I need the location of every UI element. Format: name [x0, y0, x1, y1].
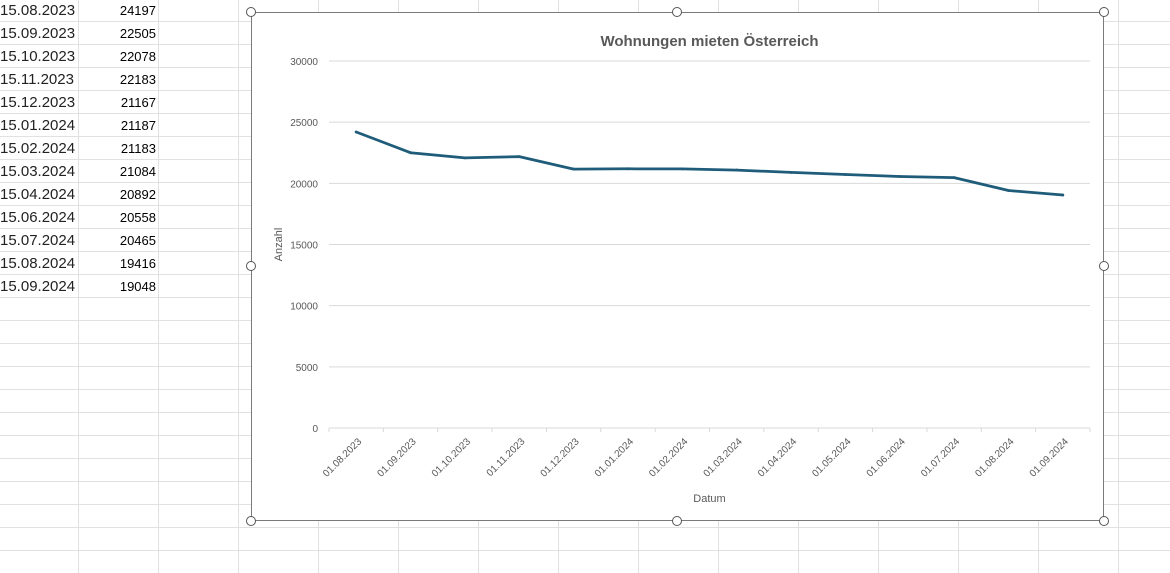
chart-title: Wohnungen mieten Österreich [600, 33, 818, 50]
cell-date[interactable]: 15.04.2024 [0, 186, 76, 203]
resize-handle-top-center[interactable] [672, 7, 682, 17]
x-tick-label: 01.03.2024 [702, 436, 745, 479]
cell-date[interactable]: 15.12.2023 [0, 94, 76, 111]
cell-value[interactable]: 21183 [120, 141, 156, 156]
x-tick-label: 01.04.2024 [756, 436, 799, 479]
data-point [572, 167, 576, 171]
data-point [898, 175, 902, 178]
resize-handle-middle-left[interactable] [246, 261, 256, 271]
data-point [517, 155, 521, 159]
resize-handle-middle-right[interactable] [1099, 261, 1109, 271]
data-point [1007, 189, 1010, 192]
y-tick-label: 15000 [290, 241, 318, 252]
cell-value[interactable]: 21187 [120, 118, 156, 133]
cell-date[interactable]: 15.08.2024 [0, 255, 76, 272]
resize-handle-bottom-right[interactable] [1099, 516, 1109, 526]
cell-value[interactable]: 24197 [119, 3, 156, 18]
cell-date[interactable]: 15.01.2024 [0, 117, 76, 134]
chart-object[interactable]: Wohnungen mieten Österreich 0 5000 10000 150… [251, 12, 1104, 521]
x-tick-label: 01.02.2024 [647, 436, 690, 479]
cell-value[interactable]: 20558 [119, 210, 156, 225]
x-tick-label: 01.10.2023 [430, 436, 473, 479]
cell-value[interactable]: 19416 [119, 256, 156, 271]
x-tick-label: 01.09.2023 [375, 436, 418, 479]
cell-value[interactable]: 21084 [119, 164, 156, 179]
cell-date[interactable]: 15.08.2023 [0, 2, 76, 19]
y-tick-label: 30000 [290, 57, 318, 68]
data-point [789, 171, 793, 174]
y-tick-label: 25000 [290, 118, 318, 129]
cell-value[interactable]: 22505 [119, 26, 156, 41]
y-tick-label: 5000 [296, 363, 319, 374]
cell-value[interactable]: 22183 [119, 72, 156, 87]
data-point [843, 173, 847, 176]
series-line [354, 130, 1065, 197]
y-tick-label: 20000 [290, 179, 318, 190]
cell-value[interactable]: 21167 [120, 95, 156, 110]
cell-value[interactable]: 20465 [119, 233, 156, 248]
y-tick-label: 0 [312, 424, 318, 435]
x-tick-label: 01.01.2024 [593, 436, 636, 479]
data-point [354, 130, 358, 134]
data-point [626, 167, 630, 171]
x-tick-label: 01.11.2023 [485, 436, 528, 479]
y-axis-label: Anzahl [273, 228, 285, 262]
x-tick-label: 01.08.2023 [321, 436, 364, 479]
x-tick-label: 01.07.2024 [919, 436, 962, 479]
x-tick-label: 01.12.2023 [539, 436, 582, 479]
cell-date[interactable]: 15.09.2024 [0, 278, 76, 295]
cell-date[interactable]: 15.10.2023 [0, 48, 76, 65]
resize-handle-top-left[interactable] [246, 7, 256, 17]
data-point [952, 176, 956, 180]
data-point [409, 151, 412, 155]
cell-date[interactable]: 15.09.2023 [0, 25, 76, 42]
resize-handle-top-right[interactable] [1099, 7, 1109, 17]
x-tick-label: 01.05.2024 [810, 436, 853, 479]
data-point [680, 167, 684, 171]
data-point [1061, 193, 1065, 197]
x-tick-label: 01.06.2024 [865, 436, 908, 479]
resize-handle-bottom-left[interactable] [246, 516, 256, 526]
cell-date[interactable]: 15.07.2024 [0, 232, 76, 249]
cell-date[interactable]: 15.03.2024 [0, 163, 76, 180]
cell-value[interactable]: 19048 [119, 279, 156, 294]
data-point [463, 156, 467, 160]
cell-value[interactable]: 20892 [119, 187, 156, 202]
resize-handle-bottom-center[interactable] [672, 516, 682, 526]
cell-date[interactable]: 15.06.2024 [0, 209, 76, 226]
cell-value[interactable]: 22078 [119, 49, 156, 64]
x-axis-label: Datum [693, 493, 725, 505]
cell-date[interactable]: 15.11.2023 [0, 71, 74, 88]
y-tick-label: 10000 [290, 302, 318, 313]
line-chart: Wohnungen mieten Österreich 0 5000 10000 150… [273, 33, 1091, 505]
x-tick-label: 01.09.2024 [1028, 436, 1071, 479]
cell-date[interactable]: 15.02.2024 [0, 140, 76, 157]
data-point [735, 168, 739, 172]
x-tick-label: 01.08.2024 [973, 436, 1016, 479]
